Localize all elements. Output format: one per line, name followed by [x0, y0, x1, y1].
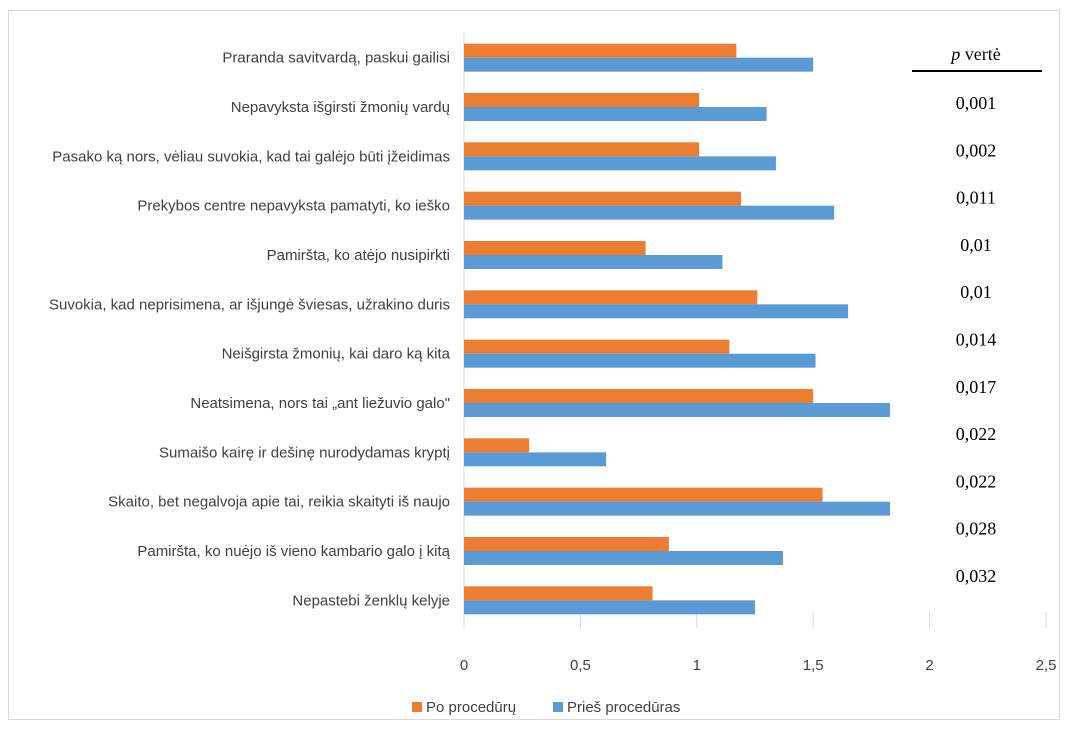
category-label: Pasako ką nors, vėliau suvokia, kad tai … [52, 148, 450, 165]
bar-po-proceduru [464, 438, 530, 453]
legend-label: Po procedūrų [426, 699, 516, 716]
bar-pries-proceduras [464, 304, 849, 319]
bar-pries-proceduras [464, 551, 783, 565]
x-tick-label: 1,5 [803, 657, 824, 674]
category-label: Praranda savitvardą, paskui gailisi [222, 50, 450, 67]
p-value: 0,01 [960, 282, 992, 302]
bar-pries-proceduras [464, 501, 891, 516]
bar-po-proceduru [464, 339, 730, 354]
category-label: Skaito, bet negalvoja apie tai, reikia s… [108, 494, 450, 511]
bar-pries-proceduras [464, 600, 755, 615]
bar-po-proceduru [464, 241, 646, 255]
bar-pries-proceduras [464, 205, 835, 220]
p-value: 0,022 [956, 424, 997, 444]
bar-po-proceduru [464, 389, 814, 403]
category-label: Neatsimena, nors tai „ant liežuvio galo" [190, 395, 450, 412]
p-value: 0,032 [956, 566, 997, 586]
p-value-header: p vertė [949, 44, 1000, 64]
bar-po-proceduru [464, 487, 823, 502]
legend-label: Prieš procedūras [567, 699, 680, 716]
category-label: Neišgirsta žmonių, kai daro ką kita [222, 346, 451, 363]
x-tick-label: 1 [693, 657, 701, 674]
legend-swatch [412, 702, 422, 712]
bar-po-proceduru [464, 142, 700, 157]
p-value: 0,01 [960, 235, 992, 255]
p-value: 0,011 [956, 188, 996, 208]
bar-po-proceduru [464, 537, 669, 551]
bar-po-proceduru [464, 191, 742, 206]
category-label: Pamiršta, ko atėjo nusipirkti [267, 247, 450, 264]
x-tick-label: 2 [925, 657, 933, 674]
x-tick-label: 0,5 [570, 657, 591, 674]
category-label: Pamiršta, ko nuėjo iš vieno kambario gal… [137, 543, 450, 560]
category-label: Prekybos centre nepavyksta pamatyti, ko … [137, 198, 450, 215]
p-value: 0,022 [956, 471, 997, 491]
category-label: Nepavyksta išgirsti žmonių vardų [231, 99, 450, 116]
bar-po-proceduru [464, 290, 758, 305]
bar-pries-proceduras [464, 57, 814, 72]
bar-po-proceduru [464, 93, 700, 107]
legend-swatch [553, 702, 563, 712]
p-value: 0,001 [956, 93, 997, 113]
p-value: 0,017 [956, 377, 997, 397]
p-value: 0,002 [956, 140, 997, 160]
bar-pries-proceduras [464, 403, 891, 417]
x-tick-label: 2,5 [1036, 657, 1057, 674]
bar-pries-proceduras [464, 255, 723, 269]
category-label: Nepastebi ženklų kelyje [292, 592, 450, 609]
category-label: Suvokia, kad neprisimena, ar išjungė švi… [49, 296, 450, 313]
bar-po-proceduru [464, 43, 737, 58]
bar-pries-proceduras [464, 353, 816, 368]
p-header-text: vertė [960, 44, 1000, 64]
p-symbol: p [949, 44, 960, 64]
bar-po-proceduru [464, 586, 653, 601]
bar-pries-proceduras [464, 107, 767, 121]
bar-pries-proceduras [464, 156, 776, 171]
category-label: Sumaišo kairę ir dešinę nurodydamas kryp… [159, 444, 450, 461]
p-value: 0,028 [956, 519, 997, 539]
bar-pries-proceduras [464, 452, 607, 467]
x-tick-label: 0 [460, 657, 468, 674]
p-value: 0,014 [956, 330, 997, 350]
